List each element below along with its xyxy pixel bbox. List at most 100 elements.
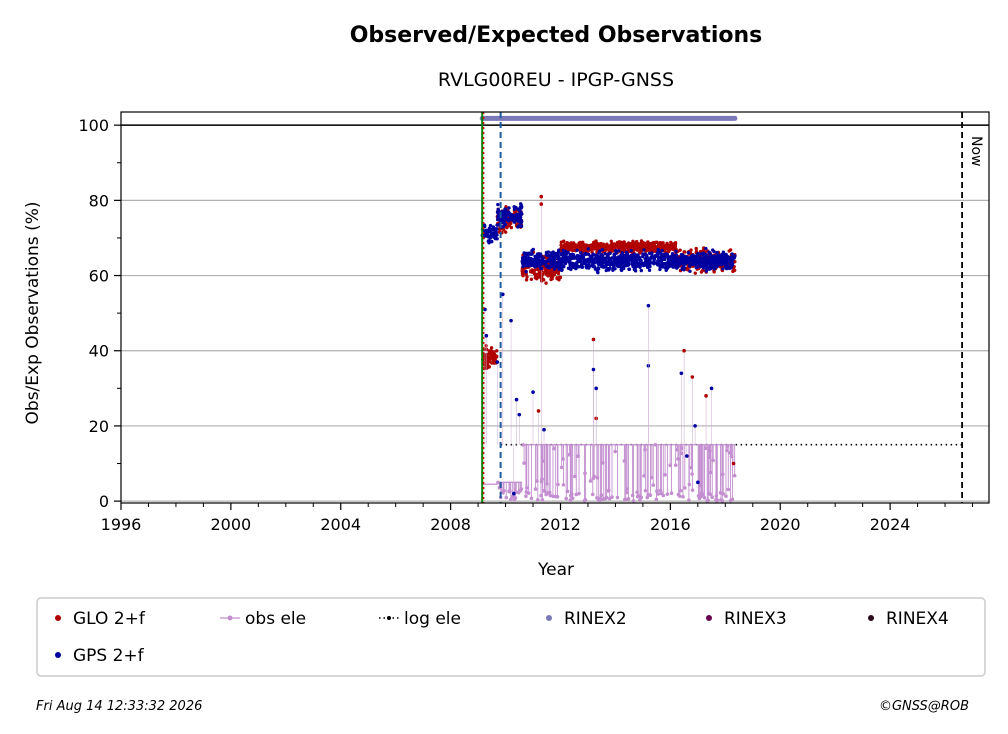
gps-point (557, 267, 561, 271)
now-label: Now (968, 136, 984, 167)
gps-point (648, 260, 652, 265)
gps-point (731, 256, 736, 260)
y-tick-label: 80 (89, 191, 109, 210)
obs-ele-point (551, 494, 555, 499)
gps-point (674, 253, 679, 257)
gps-point (518, 208, 522, 213)
gps-point (707, 257, 711, 262)
gps-point (704, 246, 708, 251)
gps-point (666, 259, 670, 264)
gps-point (629, 253, 633, 258)
gps-outlier-point (542, 427, 546, 432)
glo-point (693, 271, 697, 275)
gps-point (491, 225, 496, 229)
obs-ele-point (519, 487, 524, 491)
gps-point (608, 266, 612, 270)
gps-point (516, 225, 520, 229)
gps-point (576, 260, 580, 264)
gps-point (626, 263, 630, 267)
gps-point (715, 265, 719, 269)
gps-point (656, 259, 660, 263)
gps-point (606, 262, 610, 267)
gps-point (660, 248, 664, 253)
gps-point (598, 254, 603, 259)
glo-point (635, 239, 639, 244)
y-tick-label: 40 (89, 342, 109, 361)
obs-ele-point (524, 494, 528, 498)
gps-point (512, 219, 516, 224)
gps-point (518, 206, 523, 210)
gps-point (521, 264, 525, 269)
obs-ele-point (624, 490, 629, 495)
gps-point (647, 268, 652, 272)
gps-point (715, 250, 719, 255)
gps-point (552, 255, 557, 259)
gps-point (671, 263, 676, 268)
glo-point (535, 277, 539, 281)
glo-point (571, 241, 576, 245)
gps-outlier-point (709, 386, 714, 391)
glo-point (609, 239, 613, 243)
obs-ele-point (565, 489, 570, 494)
glo-point (489, 346, 494, 350)
chart-subtitle: RVLG00REU - IPGP-GNSS (438, 69, 674, 91)
glo-point (487, 349, 491, 353)
obs-ele-point (711, 458, 715, 463)
gps-point (632, 256, 637, 260)
gps-point (603, 257, 607, 261)
legend-label: RINEX2 (564, 609, 627, 629)
gps-outlier-point (495, 360, 500, 364)
gps-point (642, 248, 646, 252)
gps-point (610, 256, 614, 260)
obs-ele-point (615, 495, 620, 500)
obs-ele-point (552, 446, 556, 451)
obs-ele-point (539, 493, 543, 498)
glo-point (617, 245, 621, 249)
x-tick-label: 2012 (540, 515, 581, 534)
legend-label: log ele (404, 609, 461, 629)
glo-point (485, 358, 489, 362)
gps-point (584, 252, 589, 256)
obs-ele-point (679, 446, 684, 451)
gps-point (515, 212, 519, 217)
obs-ele-point (556, 482, 560, 487)
gps-point (674, 256, 678, 261)
glo-point (610, 248, 615, 252)
obs-ele-point (502, 488, 506, 493)
gps-point (641, 253, 646, 257)
gps-point (711, 248, 715, 252)
gps-point (718, 257, 723, 261)
x-tick-label: 2008 (430, 515, 471, 534)
glo-point (682, 250, 686, 254)
gps-point (629, 248, 633, 253)
x-tick-label: 2000 (211, 515, 252, 534)
glo-point (727, 249, 731, 253)
obs-ele-point (526, 491, 531, 495)
obs-ele-point (661, 493, 666, 498)
glo-outlier-point (682, 348, 686, 353)
obs-ele-point (676, 457, 680, 461)
gps-point (702, 257, 706, 261)
glo-point (542, 270, 547, 274)
glo-point (484, 364, 488, 368)
obs-ele-point (720, 472, 725, 477)
gps-point (656, 248, 661, 253)
gps-point (585, 263, 589, 268)
gps-point (639, 268, 643, 273)
gps-point (541, 256, 545, 260)
gps-point (560, 263, 565, 268)
gps-point (659, 251, 663, 256)
gps-point (652, 261, 657, 265)
glo-point (662, 244, 666, 249)
obs-ele-point (509, 497, 513, 502)
glo-point (539, 279, 544, 283)
gps-point (562, 252, 566, 256)
gps-point (630, 259, 634, 264)
obs-ele-point (588, 479, 593, 483)
gps-point (604, 268, 608, 273)
gps-point (727, 258, 731, 262)
gps-point (715, 258, 720, 263)
obs-ele-point (648, 493, 653, 497)
gps-point (632, 267, 637, 272)
